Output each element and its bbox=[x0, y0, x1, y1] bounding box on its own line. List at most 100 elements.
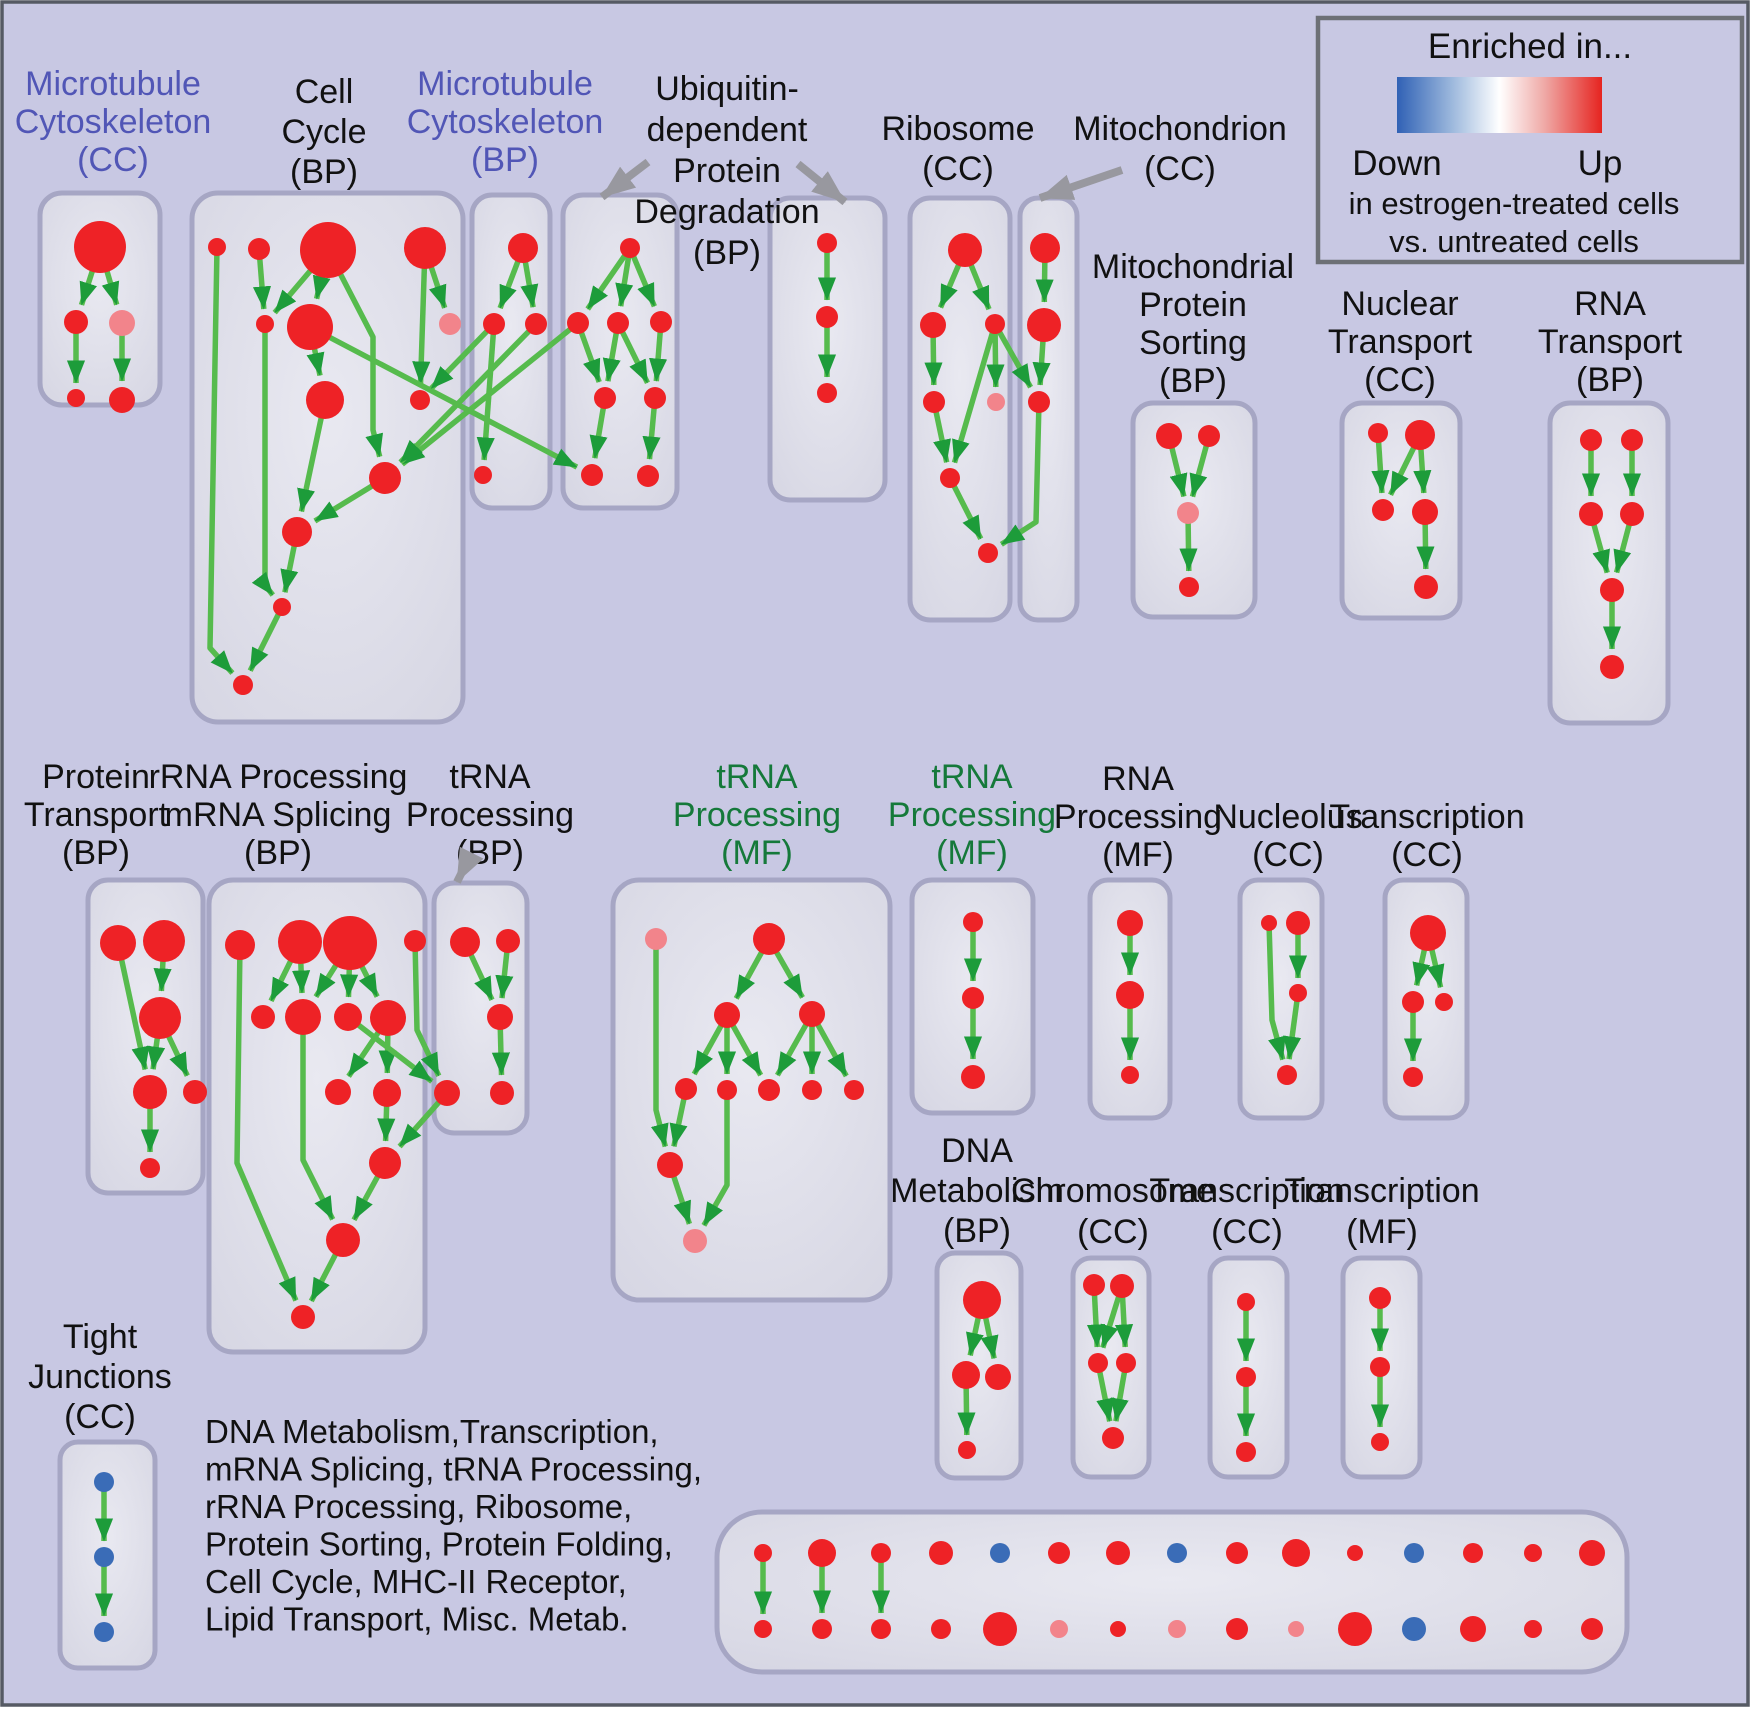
go-term-node bbox=[1116, 1353, 1136, 1373]
go-term-node bbox=[961, 1065, 985, 1089]
go-term-node bbox=[1371, 1433, 1389, 1451]
cluster-box-nucleolus-box bbox=[1237, 877, 1325, 1121]
cluster-label-trna-processing-bp: tRNA Processing (BP) bbox=[406, 758, 574, 872]
go-term-node bbox=[1277, 1065, 1297, 1085]
go-term-node bbox=[373, 1079, 401, 1107]
go-term-node bbox=[754, 1620, 772, 1638]
go-term-node bbox=[978, 543, 998, 563]
cluster-label-nuclear-transport: Nuclear Transport (CC) bbox=[1328, 285, 1473, 399]
go-term-node bbox=[100, 925, 136, 961]
go-term-node bbox=[871, 1619, 891, 1639]
go-term-node bbox=[657, 1152, 683, 1178]
go-term-node bbox=[812, 1619, 832, 1639]
go-term-node bbox=[958, 1441, 976, 1459]
cluster-label-ubiquitin: Ubiquitin-dependent Protein Degradation (BP… bbox=[634, 70, 819, 272]
legend-subtitle-line2: vs. untreated cells bbox=[1389, 224, 1639, 259]
go-term-node bbox=[248, 238, 270, 260]
go-term-node bbox=[1027, 308, 1061, 342]
go-term-node bbox=[683, 1229, 707, 1253]
go-edge-arrow bbox=[947, 476, 984, 540]
go-term-node bbox=[714, 1002, 740, 1028]
go-term-node bbox=[273, 598, 291, 616]
go-term-node bbox=[133, 1075, 167, 1109]
cluster-label-trna-processing-mf-2: tRNA Processing (MF) bbox=[888, 758, 1056, 872]
go-term-node bbox=[645, 928, 667, 950]
go-term-node bbox=[962, 987, 984, 1009]
go-term-node bbox=[1102, 1427, 1124, 1449]
go-term-node bbox=[717, 1080, 737, 1100]
cluster-box-nuclear-transport-box bbox=[1339, 400, 1463, 621]
go-term-node bbox=[1289, 984, 1307, 1002]
go-term-node bbox=[1580, 429, 1602, 451]
go-term-node bbox=[1083, 1274, 1105, 1296]
go-term-node bbox=[753, 923, 785, 955]
go-edge-arrow bbox=[951, 323, 998, 464]
go-term-node bbox=[581, 464, 603, 486]
go-term-node bbox=[952, 1361, 980, 1389]
go-term-node bbox=[508, 233, 538, 263]
go-term-node bbox=[940, 468, 960, 488]
go-edge-arrow bbox=[585, 246, 633, 311]
go-term-node bbox=[985, 1364, 1011, 1390]
go-term-node bbox=[64, 310, 88, 334]
go-term-node bbox=[799, 1001, 825, 1027]
go-term-node bbox=[1179, 577, 1199, 597]
go-term-node bbox=[323, 916, 377, 970]
go-term-node bbox=[802, 1080, 822, 1100]
go-term-node bbox=[844, 1080, 864, 1100]
go-edge-arrow bbox=[346, 1014, 434, 1084]
go-term-node bbox=[675, 1078, 697, 1100]
go-term-node bbox=[1286, 911, 1310, 935]
go-term-node bbox=[1048, 1542, 1070, 1564]
go-term-node bbox=[1524, 1620, 1542, 1638]
go-term-node bbox=[607, 312, 629, 334]
go-edge-arrow bbox=[1371, 432, 1390, 494]
go-term-node bbox=[1106, 1541, 1130, 1565]
go-term-node bbox=[948, 233, 982, 267]
go-term-node bbox=[1460, 1616, 1486, 1642]
go-term-node bbox=[963, 912, 983, 932]
cluster-label-transcription-cc-mid: Transcription (CC) bbox=[1329, 798, 1524, 874]
go-term-node bbox=[1412, 499, 1438, 525]
go-term-node bbox=[1600, 655, 1624, 679]
go-edge-arrow bbox=[1283, 992, 1302, 1060]
go-term-node bbox=[67, 389, 85, 407]
go-term-node bbox=[94, 1547, 114, 1567]
legend-subtitle-line1: in estrogen-treated cells bbox=[1349, 186, 1680, 221]
go-edge-arrow bbox=[1266, 922, 1286, 1061]
go-term-node bbox=[1621, 429, 1643, 451]
go-term-node bbox=[1402, 1617, 1426, 1641]
go-term-node bbox=[644, 387, 666, 409]
go-term-node bbox=[404, 930, 426, 952]
go-term-node bbox=[817, 233, 837, 253]
go-term-node bbox=[1110, 1621, 1126, 1637]
go-edge-arrow bbox=[398, 322, 538, 465]
cluster-label-dna-metabolism: DNA Metabolism (BP) bbox=[890, 1132, 1064, 1250]
go-term-node bbox=[278, 920, 322, 964]
go-term-node bbox=[754, 1544, 772, 1562]
go-term-node bbox=[1405, 420, 1435, 450]
go-term-node bbox=[985, 314, 1005, 334]
go-term-node bbox=[817, 383, 837, 403]
go-term-node bbox=[1338, 1612, 1372, 1646]
go-term-node bbox=[1030, 233, 1060, 263]
go-term-node bbox=[1435, 993, 1453, 1011]
go-term-node bbox=[490, 1081, 514, 1105]
go-term-node bbox=[208, 238, 226, 256]
go-edge-arrow bbox=[251, 324, 275, 597]
cluster-label-cell-cycle: Cell Cycle (BP) bbox=[281, 73, 366, 191]
go-term-node bbox=[439, 313, 461, 335]
cluster-label-mitochondrion: Mitochondrion (CC) bbox=[1073, 110, 1287, 188]
go-term-node bbox=[282, 517, 312, 547]
go-term-node bbox=[1347, 1545, 1363, 1561]
cluster-box-microtubule-cc-box bbox=[37, 190, 163, 408]
go-term-node bbox=[1117, 910, 1143, 936]
go-term-node bbox=[139, 997, 181, 1039]
go-term-node bbox=[325, 1079, 351, 1105]
go-term-node bbox=[1288, 1621, 1304, 1637]
go-term-node bbox=[1402, 991, 1424, 1013]
go-term-node bbox=[1600, 578, 1624, 602]
go-term-node bbox=[1410, 915, 1446, 951]
go-term-node bbox=[1414, 575, 1438, 599]
go-term-node bbox=[1156, 423, 1182, 449]
